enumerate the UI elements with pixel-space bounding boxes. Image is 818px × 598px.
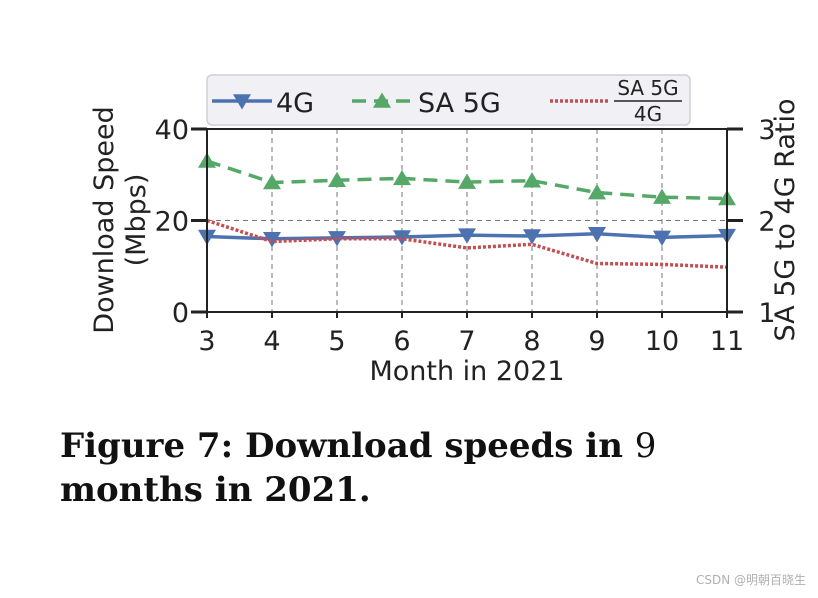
data-point-series-1 (653, 230, 671, 246)
data-point-series-2 (588, 184, 606, 200)
legend-box (206, 74, 691, 126)
x-tick-label: 10 (645, 326, 679, 357)
caption-number: 9 (634, 426, 657, 466)
data-point-series-2 (263, 173, 281, 190)
data-point-series-1 (263, 232, 281, 248)
x-tick-label: 6 (393, 326, 410, 357)
y2-tick-label: 2 (758, 207, 775, 238)
x-tick-label: 3 (198, 326, 215, 357)
data-point-series-1 (393, 230, 411, 246)
legend-ratio-numerator: SA 5G (617, 76, 678, 100)
legend-label-4g: 4G (276, 88, 314, 119)
x-tick-label: 5 (328, 326, 345, 357)
x-tick-label: 8 (523, 326, 540, 357)
y-axis-title-line1: Download Speed (89, 106, 120, 333)
y2-tick-label: 3 (758, 115, 775, 146)
series-line-2 (206, 159, 728, 201)
x-axis-title: Month in 2021 (369, 356, 564, 387)
data-point-series-1 (523, 229, 541, 245)
data-point-series-2 (328, 171, 346, 187)
x-tick-label: 11 (710, 326, 744, 357)
data-point-series-1 (588, 227, 606, 243)
y2-axis-title: SA 5G to 4G Ratio (770, 98, 801, 341)
legend-label-sa5g: SA 5G (418, 88, 501, 119)
legend-ratio-denominator: 4G (634, 102, 662, 126)
x-tick-label: 4 (263, 326, 280, 357)
legend-marker-4g (233, 94, 251, 110)
series-layer (198, 152, 736, 269)
grid-lines (207, 129, 727, 312)
x-tick-label: 9 (588, 326, 605, 357)
legend-marker-sa5g (373, 92, 391, 108)
y-tick-label: 0 (172, 298, 189, 329)
y-tick-label: 20 (155, 207, 189, 238)
data-point-series-2 (458, 173, 476, 189)
x-tick-label: 7 (458, 326, 475, 357)
data-point-series-2 (653, 188, 671, 204)
caption-suffix: months in 2021. (60, 470, 371, 510)
watermark: CSDN @明朝百晓生 (695, 573, 806, 587)
caption-prefix: Figure 7: Download speeds in (60, 426, 623, 466)
data-point-series-2 (523, 172, 541, 188)
y2-tick-label: 1 (758, 298, 775, 329)
y-tick-label: 40 (155, 115, 189, 146)
axes: 3 4 5 6 7 8 9 10 11 0 20 40 1 2 3 Month in 2021 Download… (89, 98, 801, 387)
y-axis-title-line2: (Mbps) (121, 174, 152, 267)
data-point-series-1 (328, 231, 346, 247)
series-line-3 (206, 218, 728, 269)
figure-caption: Figure 7: Download speeds in 9 months in… (60, 424, 810, 512)
data-point-series-2 (393, 169, 411, 186)
chart: 3 4 5 6 7 8 9 10 11 0 20 40 1 2 3 Month in 2021 Download… (89, 74, 801, 387)
data-point-series-1 (458, 228, 476, 244)
